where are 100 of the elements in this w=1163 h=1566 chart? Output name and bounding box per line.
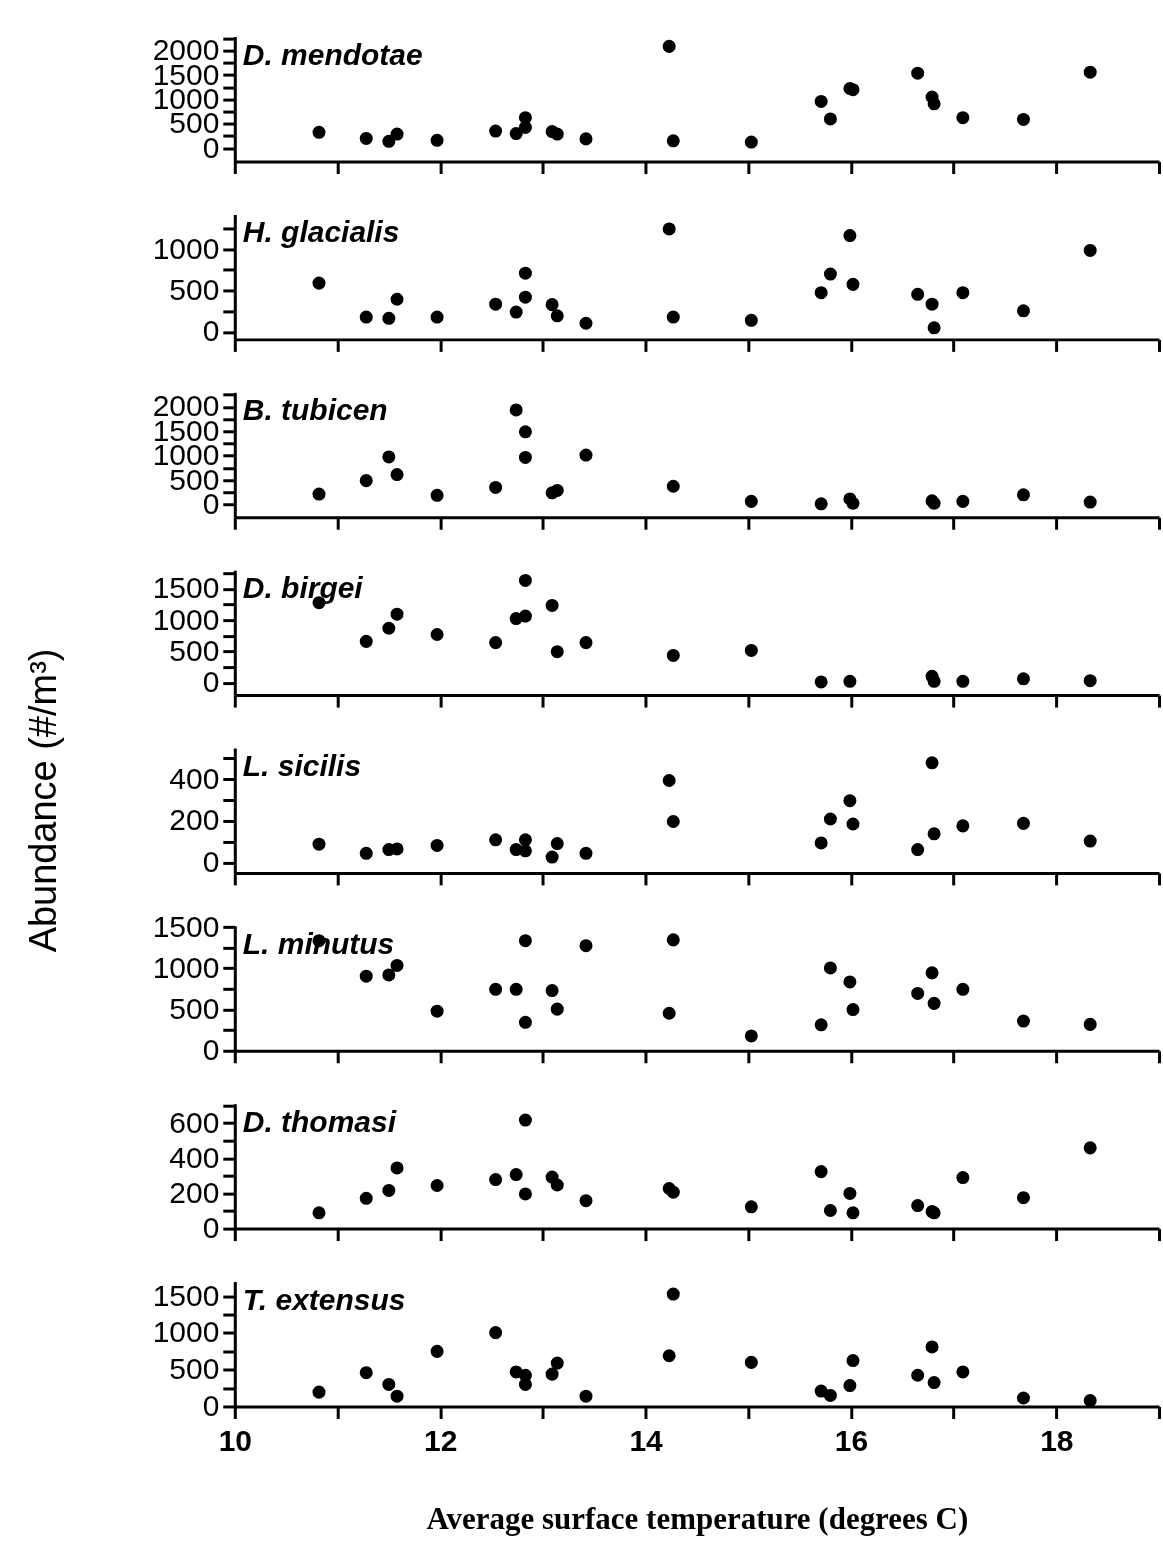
point	[1016, 304, 1030, 318]
point	[911, 843, 925, 857]
point	[550, 1356, 564, 1370]
point	[843, 674, 857, 688]
point	[823, 1203, 837, 1217]
point	[390, 468, 404, 482]
point	[382, 450, 396, 464]
point	[1016, 1191, 1030, 1205]
point	[823, 1388, 837, 1402]
point	[579, 846, 593, 860]
y-tick-label: 500	[169, 633, 220, 667]
y-tick-label: 0	[202, 1388, 220, 1422]
point	[359, 310, 373, 324]
point	[430, 838, 444, 852]
y-tick-label: 400	[169, 1140, 220, 1174]
point	[927, 827, 941, 841]
point	[662, 222, 676, 236]
point	[744, 1200, 758, 1214]
point	[956, 819, 970, 833]
point	[846, 1354, 860, 1368]
point	[579, 448, 593, 462]
point	[744, 135, 758, 149]
point	[518, 1377, 532, 1391]
point	[1083, 1394, 1097, 1408]
point	[666, 815, 680, 828]
chart-title: T. extensus	[242, 1282, 406, 1316]
point	[814, 675, 828, 689]
point	[925, 966, 939, 980]
point	[956, 286, 970, 300]
point	[843, 1379, 857, 1393]
point	[359, 634, 373, 648]
point	[1083, 65, 1097, 79]
y-tick-label: 0	[202, 314, 220, 348]
point	[927, 996, 941, 1010]
point	[430, 488, 444, 502]
point	[744, 313, 758, 327]
point	[518, 844, 532, 858]
point	[662, 774, 676, 787]
point	[1083, 1017, 1097, 1031]
point	[927, 97, 941, 111]
point	[814, 1018, 828, 1032]
y-tick-label: 1500	[152, 1278, 220, 1312]
point	[518, 1015, 532, 1029]
point	[390, 127, 404, 141]
point	[666, 1185, 680, 1199]
point	[843, 794, 857, 808]
point	[382, 311, 396, 325]
x-tick-label: 14	[629, 1423, 664, 1457]
point	[579, 316, 593, 330]
point	[430, 1344, 444, 1358]
point	[390, 958, 404, 972]
point	[823, 812, 837, 826]
point	[956, 674, 970, 688]
y-tick-label: 600	[169, 1105, 220, 1139]
y-tick-label: 1000	[152, 1315, 220, 1349]
point	[545, 1367, 559, 1381]
point	[579, 1389, 593, 1403]
point	[430, 1004, 444, 1018]
point	[489, 480, 503, 494]
point	[1016, 672, 1030, 686]
y-tick-label: 0	[202, 1211, 220, 1245]
point	[814, 94, 828, 108]
point	[430, 310, 444, 324]
point	[312, 487, 326, 501]
point	[662, 1349, 676, 1363]
point	[666, 933, 680, 947]
point	[662, 39, 676, 53]
x-tick-label: 12	[424, 1423, 458, 1457]
point	[382, 1183, 396, 1197]
point	[846, 817, 860, 831]
chart-title: D. mendotae	[242, 37, 423, 71]
point	[382, 1377, 396, 1391]
point	[359, 846, 373, 860]
x-tick-label: 10	[218, 1423, 252, 1457]
point	[814, 1165, 828, 1179]
point	[550, 127, 564, 141]
point	[579, 939, 593, 953]
point	[1016, 488, 1030, 502]
point	[1016, 112, 1030, 126]
chart-title: H. glacialis	[242, 215, 400, 249]
point	[666, 1287, 680, 1301]
point	[744, 1355, 758, 1369]
point	[430, 628, 444, 641]
y-tick-label: 500	[169, 273, 220, 307]
point	[489, 297, 503, 311]
point	[666, 134, 680, 148]
point	[359, 1191, 373, 1205]
point	[579, 1194, 593, 1208]
y-axis-title: Abundance (#/m³)	[22, 648, 65, 953]
point	[359, 969, 373, 983]
point	[545, 298, 559, 312]
point	[1083, 674, 1097, 688]
point	[925, 1340, 939, 1354]
point	[956, 982, 970, 996]
point	[359, 1366, 373, 1380]
point	[911, 986, 925, 1000]
point	[927, 321, 941, 335]
point	[1016, 816, 1030, 830]
point	[518, 1113, 532, 1127]
point	[843, 229, 857, 243]
